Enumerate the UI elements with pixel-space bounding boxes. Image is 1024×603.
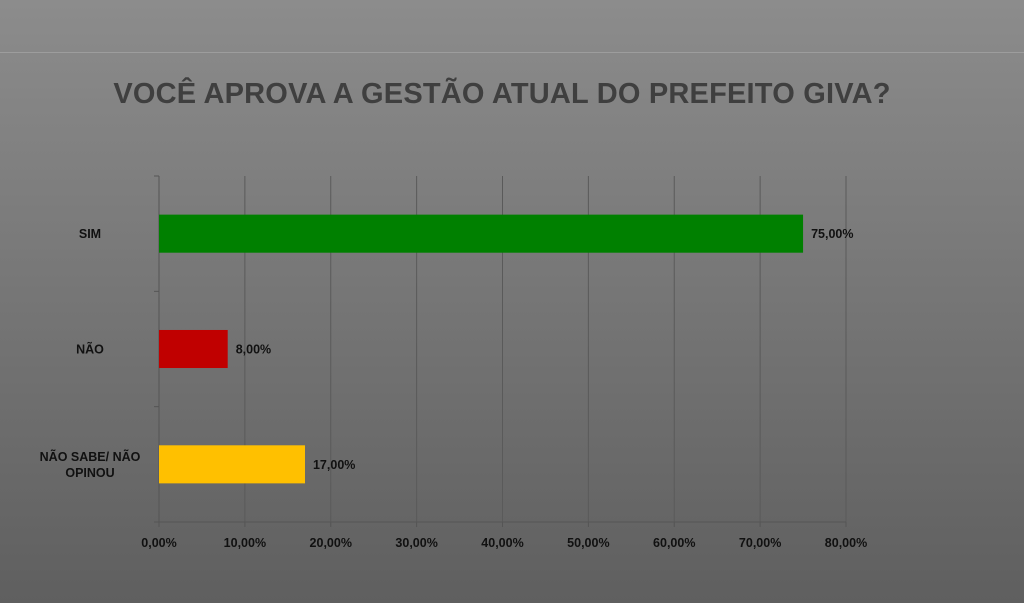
x-tick-label-2: 20,00% bbox=[310, 536, 352, 550]
x-tick-label-7: 70,00% bbox=[739, 536, 781, 550]
bar-0 bbox=[159, 214, 804, 253]
labels: 0,00% 10,00% 20,00% 30,00% 40,00% 50,00% 60,00… bbox=[40, 227, 868, 550]
category-label-1: NÃO bbox=[76, 342, 104, 357]
x-tick-label-5: 50,00% bbox=[567, 536, 609, 550]
chart-title: VOCÊ APROVA A GESTÃO ATUAL DO PREFEITO G… bbox=[113, 78, 891, 110]
data-label-2: 17,00% bbox=[313, 458, 355, 472]
data-label-1: 8,00% bbox=[236, 343, 271, 357]
category-label-2: NÃO SABE/ NÃO OPINOU bbox=[40, 449, 141, 480]
x-tick-label-4: 40,00% bbox=[481, 536, 523, 550]
x-tick-label-8: 80,00% bbox=[825, 536, 867, 550]
x-tick-label-1: 10,00% bbox=[224, 536, 266, 550]
x-tick-label-6: 60,00% bbox=[653, 536, 695, 550]
x-tick-label-3: 30,00% bbox=[395, 536, 437, 550]
bar-1 bbox=[159, 329, 228, 369]
x-tick-label-0: 0,00% bbox=[141, 536, 176, 550]
category-label-0: SIM bbox=[79, 227, 101, 241]
bars bbox=[159, 214, 804, 484]
top-divider bbox=[0, 52, 1024, 53]
bar-2 bbox=[159, 445, 305, 484]
data-label-0: 75,00% bbox=[811, 227, 853, 241]
